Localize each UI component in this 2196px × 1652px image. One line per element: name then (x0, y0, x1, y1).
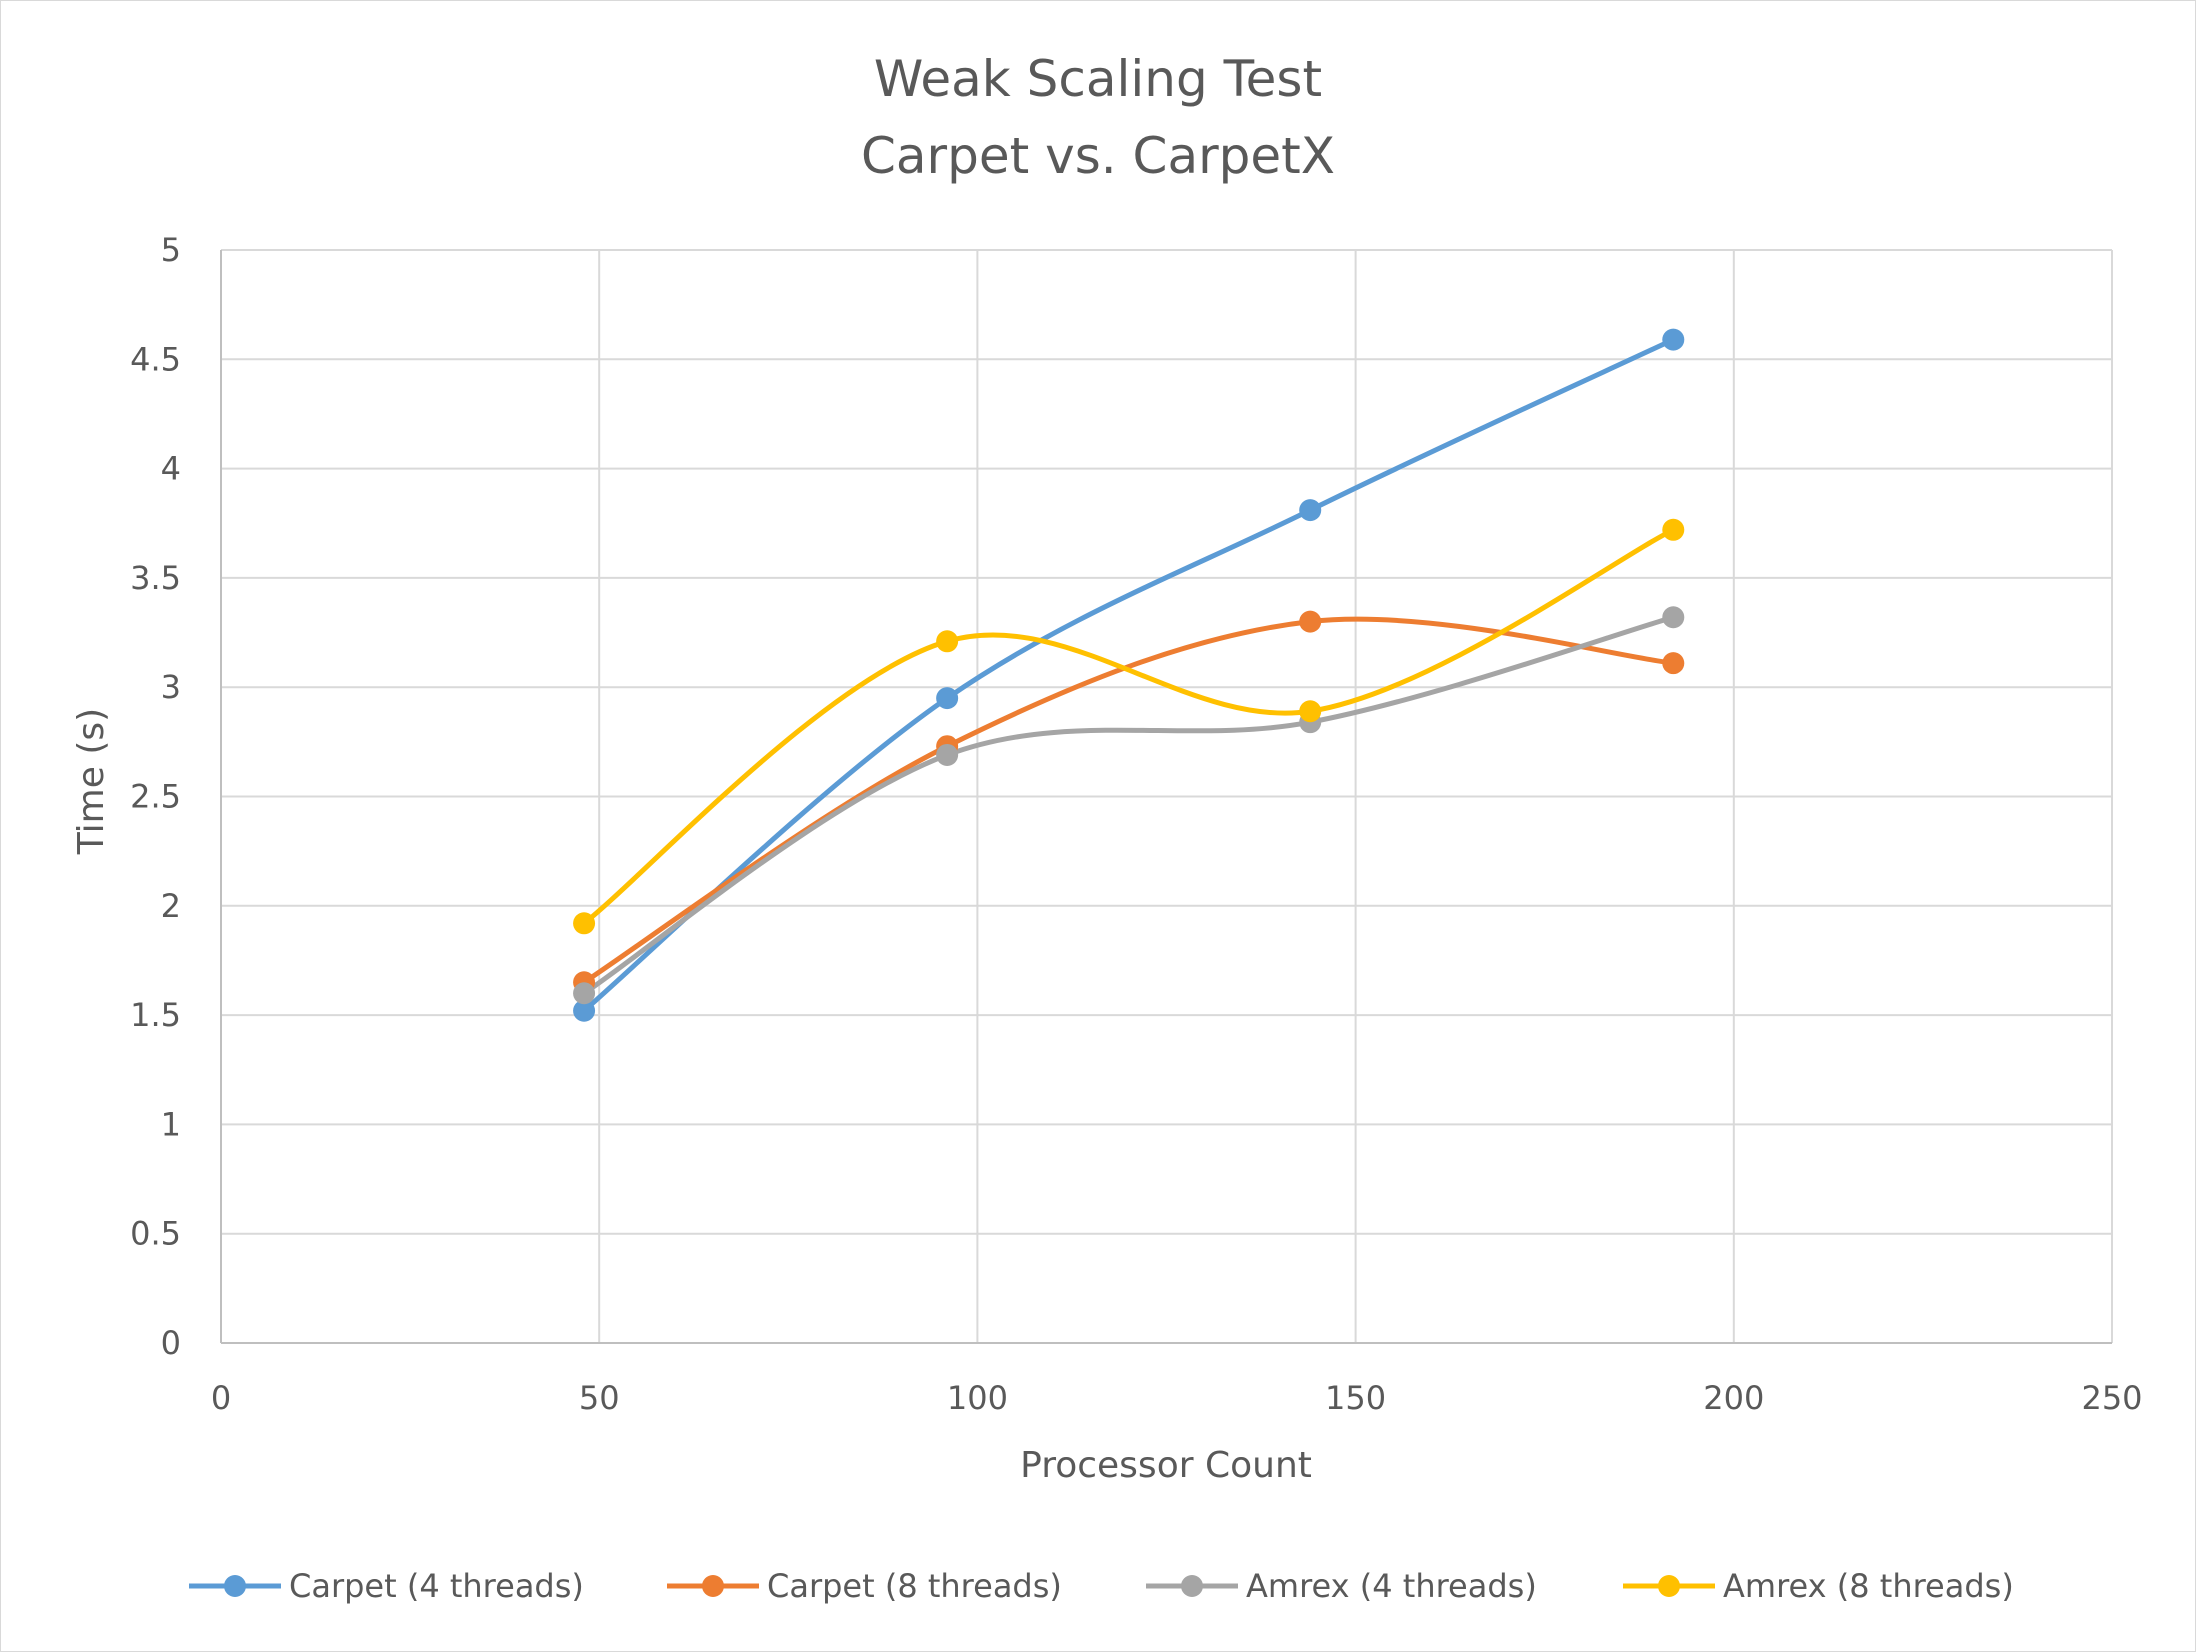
legend-label-carpet-4-threads: Carpet (4 threads) (289, 1567, 584, 1605)
chart-title-line-1: Weak Scaling Test (874, 50, 1322, 108)
x-tick-label: 200 (1703, 1379, 1764, 1417)
data-point-amrex-4-threads (573, 982, 596, 1005)
series-lines (581, 337, 1676, 1014)
x-tick-label: 50 (579, 1379, 620, 1417)
x-tick-label: 100 (947, 1379, 1008, 1417)
series-line-amrex-4-threads (581, 614, 1676, 996)
y-tick-label: 0.5 (130, 1215, 181, 1253)
series-markers (573, 328, 1685, 1022)
data-point-carpet-4-threads (1662, 328, 1685, 351)
data-point-amrex-8-threads (936, 630, 959, 653)
y-tick-label: 0 (161, 1324, 181, 1362)
series-line-amrex-8-threads (581, 527, 1676, 926)
data-point-amrex-8-threads (1662, 518, 1685, 541)
y-tick-label: 1 (161, 1105, 181, 1143)
legend-marker-carpet-8-threads (702, 1575, 724, 1597)
chart-title-line-2: Carpet vs. CarpetX (861, 127, 1335, 185)
x-axis-ticks: 0 50 100 150 200 250 (211, 1379, 2143, 1417)
legend-marker-amrex-8-threads (1658, 1575, 1680, 1597)
y-tick-label: 2.5 (130, 778, 181, 816)
data-point-carpet-4-threads (936, 687, 959, 710)
y-tick-label: 4 (161, 450, 181, 488)
legend-label-carpet-8-threads: Carpet (8 threads) (767, 1567, 1062, 1605)
x-tick-label: 150 (1325, 1379, 1386, 1417)
legend-label-amrex-4-threads: Amrex (4 threads) (1246, 1567, 1537, 1605)
x-tick-label: 250 (2081, 1379, 2142, 1417)
data-point-amrex-4-threads (936, 743, 959, 766)
y-axis-ticks: 0 0.5 1 1.5 2 2.5 3 3.5 4 4.5 5 (130, 231, 181, 1362)
y-tick-label: 1.5 (130, 996, 181, 1034)
legend-marker-carpet-4-threads (224, 1575, 246, 1597)
axes (220, 250, 2112, 1344)
series-line-carpet-4-threads (581, 337, 1676, 1014)
data-point-carpet-4-threads (573, 999, 596, 1022)
data-point-amrex-4-threads (1662, 606, 1685, 629)
y-tick-label: 3.5 (130, 559, 181, 597)
data-point-carpet-4-threads (1299, 499, 1322, 522)
legend-marker-amrex-4-threads (1181, 1575, 1203, 1597)
data-point-amrex-8-threads (1299, 700, 1322, 723)
y-axis-title: Time (s) (71, 708, 112, 855)
x-tick-label: 0 (211, 1379, 231, 1417)
data-point-carpet-8-threads (1662, 652, 1685, 675)
legend-label-amrex-8-threads: Amrex (8 threads) (1723, 1567, 2014, 1605)
data-point-carpet-8-threads (1299, 610, 1322, 633)
y-tick-label: 2 (161, 887, 181, 925)
y-tick-label: 3 (161, 668, 181, 706)
data-point-amrex-8-threads (573, 912, 596, 935)
grid-lines (221, 249, 2113, 1343)
x-axis-title: Processor Count (1020, 1445, 1312, 1486)
y-tick-label: 5 (161, 231, 181, 269)
y-tick-label: 4.5 (130, 340, 181, 378)
legend: Carpet (4 threads) Carpet (8 threads) Amre… (189, 1567, 2014, 1605)
series-line-carpet-8-threads (581, 616, 1676, 985)
